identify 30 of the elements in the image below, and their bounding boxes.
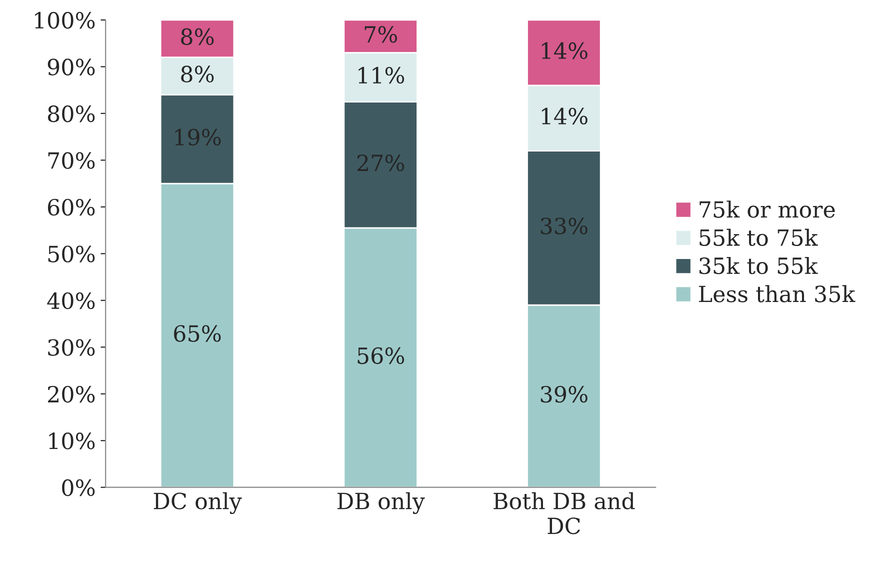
data-label: 14% xyxy=(542,42,588,60)
legend-label: 35k to 55k xyxy=(700,256,818,274)
data-label: 8% xyxy=(181,66,214,82)
legend-label: Less than 35k xyxy=(699,285,856,302)
data-label: 65% xyxy=(174,325,221,342)
legend-label: 55k to 75k xyxy=(700,228,818,246)
y-tick-label: 30% xyxy=(48,339,95,356)
data-label: 56% xyxy=(358,347,404,364)
y-tick-label: 100% xyxy=(35,12,95,29)
y-tick-label: 60% xyxy=(48,198,95,216)
x-tick-label: DC only xyxy=(154,492,242,514)
data-label: 33% xyxy=(540,218,588,234)
y-tick-label: 20% xyxy=(48,386,95,403)
data-label: 11% xyxy=(358,66,404,84)
x-tick-label: Both DB and DC xyxy=(494,492,635,534)
data-label: 8% xyxy=(181,28,214,46)
data-label: 14% xyxy=(542,108,588,125)
y-tick-label: 10% xyxy=(49,432,95,450)
data-label: 7% xyxy=(364,26,397,43)
data-label: 19% xyxy=(175,128,221,146)
y-tick-label: 80% xyxy=(48,105,95,122)
data-label: 27% xyxy=(357,154,404,172)
y-tick-label: 40% xyxy=(47,292,95,310)
y-tick-label: 0% xyxy=(62,479,95,496)
y-tick-label: 50% xyxy=(48,246,95,262)
data-label: 39% xyxy=(540,386,588,403)
y-tick-label: 70% xyxy=(48,152,95,169)
x-tick-label: DB only xyxy=(338,492,425,514)
legend-label: 75k or more xyxy=(700,200,835,218)
y-tick-label: 90% xyxy=(48,58,95,76)
